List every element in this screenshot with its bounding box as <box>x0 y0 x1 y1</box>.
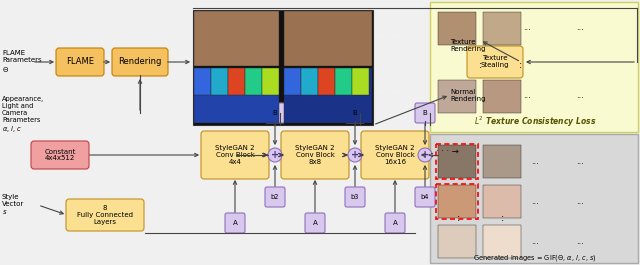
FancyBboxPatch shape <box>305 213 325 233</box>
Text: · · · →: · · · → <box>436 148 459 157</box>
Text: Texture
Rendering: Texture Rendering <box>450 38 486 51</box>
Text: ...: ... <box>576 236 584 245</box>
FancyBboxPatch shape <box>438 225 476 258</box>
Text: Texture
Stealing: Texture Stealing <box>481 55 509 68</box>
Text: Style
Vector
$s$: Style Vector $s$ <box>2 194 24 216</box>
Text: ...: ... <box>531 157 539 166</box>
FancyBboxPatch shape <box>225 213 245 233</box>
FancyBboxPatch shape <box>438 145 476 178</box>
Text: ...: ... <box>576 157 584 166</box>
FancyBboxPatch shape <box>265 187 285 207</box>
Text: A: A <box>392 220 397 226</box>
FancyBboxPatch shape <box>281 131 349 179</box>
FancyBboxPatch shape <box>284 68 372 123</box>
FancyBboxPatch shape <box>361 131 429 179</box>
FancyBboxPatch shape <box>201 131 269 179</box>
Text: Normal
Rendering: Normal Rendering <box>450 89 486 101</box>
FancyBboxPatch shape <box>483 225 521 258</box>
Text: FLAME
Parameters
$\Theta$: FLAME Parameters $\Theta$ <box>2 50 42 74</box>
Text: :: : <box>500 213 504 223</box>
FancyBboxPatch shape <box>483 145 521 178</box>
Text: · · · · ·: · · · · · <box>376 89 399 98</box>
Text: +: + <box>421 150 429 160</box>
FancyBboxPatch shape <box>345 103 365 123</box>
Text: b2: b2 <box>271 194 279 200</box>
FancyBboxPatch shape <box>438 185 476 218</box>
FancyBboxPatch shape <box>262 68 279 95</box>
Text: FLAME: FLAME <box>66 58 94 67</box>
Text: B: B <box>273 110 277 116</box>
Text: ...: ... <box>576 91 584 100</box>
FancyBboxPatch shape <box>415 187 435 207</box>
Text: B: B <box>422 110 428 116</box>
Text: :: : <box>456 213 460 223</box>
Text: StyleGAN 2
Conv Block
4x4: StyleGAN 2 Conv Block 4x4 <box>215 145 255 165</box>
FancyBboxPatch shape <box>385 213 405 233</box>
FancyBboxPatch shape <box>245 68 262 95</box>
FancyBboxPatch shape <box>66 199 144 231</box>
FancyBboxPatch shape <box>284 11 372 66</box>
Text: ...: ... <box>531 236 539 245</box>
Text: A: A <box>232 220 237 226</box>
Text: +: + <box>351 150 359 160</box>
Text: Appearance,
Light and
Camera
Parameters
$\alpha$, $l$, $c$: Appearance, Light and Camera Parameters … <box>2 96 44 134</box>
Text: ...: ... <box>531 197 539 205</box>
Text: $L^2$ Texture Consistency Loss: $L^2$ Texture Consistency Loss <box>474 115 596 129</box>
FancyBboxPatch shape <box>31 141 89 169</box>
Text: b4: b4 <box>420 194 429 200</box>
Text: 8
Fully Connected
Layers: 8 Fully Connected Layers <box>77 205 133 225</box>
Text: B: B <box>353 110 357 116</box>
Text: Rendering: Rendering <box>118 58 162 67</box>
FancyBboxPatch shape <box>56 48 104 76</box>
FancyBboxPatch shape <box>284 68 301 95</box>
FancyBboxPatch shape <box>438 80 476 113</box>
FancyBboxPatch shape <box>194 11 279 66</box>
Text: ...: ... <box>523 24 531 33</box>
FancyBboxPatch shape <box>345 187 365 207</box>
Circle shape <box>348 148 362 162</box>
FancyBboxPatch shape <box>483 12 521 45</box>
FancyBboxPatch shape <box>265 103 285 123</box>
FancyBboxPatch shape <box>483 185 521 218</box>
FancyBboxPatch shape <box>301 68 318 95</box>
Text: ...: ... <box>523 91 531 100</box>
Text: ...: ... <box>576 24 584 33</box>
FancyBboxPatch shape <box>318 68 335 95</box>
FancyBboxPatch shape <box>112 48 168 76</box>
Text: Generated Images = GIF($\Theta$, $\alpha$, $l$, $c$, $s$): Generated Images = GIF($\Theta$, $\alpha… <box>473 253 597 263</box>
FancyBboxPatch shape <box>438 12 476 45</box>
FancyBboxPatch shape <box>211 68 228 95</box>
FancyBboxPatch shape <box>193 10 373 125</box>
Text: StyleGAN 2
Conv Block
8x8: StyleGAN 2 Conv Block 8x8 <box>295 145 335 165</box>
Text: StyleGAN 2
Conv Block
16x16: StyleGAN 2 Conv Block 16x16 <box>375 145 415 165</box>
Text: :: : <box>518 60 522 70</box>
Text: Constant
4x4x512: Constant 4x4x512 <box>44 148 76 161</box>
FancyBboxPatch shape <box>194 68 279 123</box>
Text: +: + <box>271 150 279 160</box>
Circle shape <box>268 148 282 162</box>
Text: :: : <box>478 60 482 70</box>
FancyBboxPatch shape <box>194 68 211 95</box>
Text: A: A <box>312 220 317 226</box>
Circle shape <box>418 148 432 162</box>
FancyBboxPatch shape <box>335 68 352 95</box>
FancyBboxPatch shape <box>415 103 435 123</box>
Text: ...: ... <box>576 197 584 205</box>
Text: · · · · ·: · · · · · <box>376 33 399 42</box>
FancyBboxPatch shape <box>483 80 521 113</box>
FancyBboxPatch shape <box>467 46 523 78</box>
FancyBboxPatch shape <box>430 134 638 263</box>
FancyBboxPatch shape <box>430 2 638 132</box>
FancyBboxPatch shape <box>352 68 369 95</box>
FancyBboxPatch shape <box>228 68 245 95</box>
Text: b3: b3 <box>351 194 359 200</box>
